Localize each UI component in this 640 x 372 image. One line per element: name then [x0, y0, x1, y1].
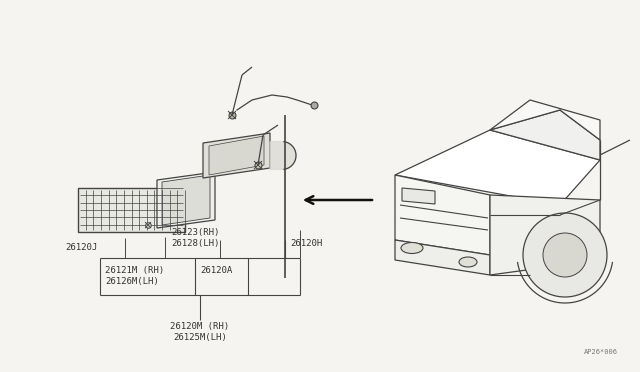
Polygon shape	[157, 172, 215, 228]
Polygon shape	[490, 195, 600, 275]
Ellipse shape	[401, 243, 423, 253]
Bar	[78, 188, 185, 232]
Circle shape	[523, 213, 607, 297]
Circle shape	[543, 233, 587, 277]
Polygon shape	[490, 100, 600, 140]
Polygon shape	[395, 130, 600, 205]
Ellipse shape	[459, 257, 477, 267]
Polygon shape	[490, 110, 600, 160]
Polygon shape	[209, 136, 264, 175]
Text: 26120J: 26120J	[65, 243, 97, 252]
Polygon shape	[395, 175, 490, 255]
Text: 26120A: 26120A	[200, 266, 232, 275]
Text: AP26*006: AP26*006	[584, 349, 618, 355]
Text: 26120M (RH)
26125M(LH): 26120M (RH) 26125M(LH)	[170, 322, 230, 342]
Polygon shape	[402, 188, 435, 204]
Polygon shape	[162, 175, 210, 225]
Text: 26123(RH)
26128(LH): 26123(RH) 26128(LH)	[171, 228, 219, 248]
Polygon shape	[395, 240, 490, 275]
Text: 26120H: 26120H	[290, 239, 323, 248]
Polygon shape	[270, 142, 296, 169]
Polygon shape	[203, 133, 270, 178]
Text: 26121M (RH)
26126M(LH): 26121M (RH) 26126M(LH)	[105, 266, 164, 286]
